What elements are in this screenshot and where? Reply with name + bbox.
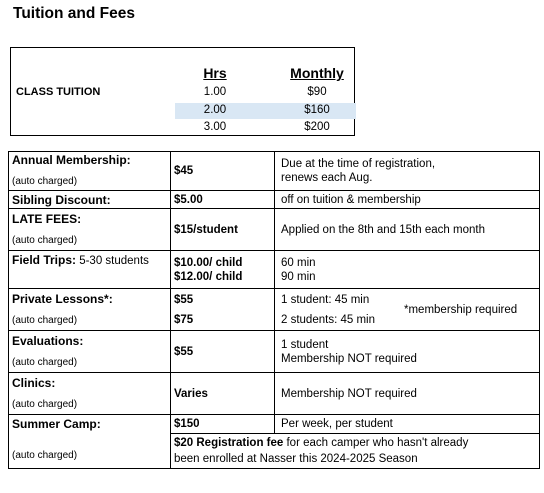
tuition-hrs: 3.00 [203,121,227,133]
fee-row-late-fees: LATE FEES: (auto charged) $15/student Ap… [8,208,540,251]
auto-charged-note: (auto charged) [12,176,78,187]
fee-amount: $55 [174,293,194,306]
fee-row-field-trips: Field Trips: 5-30 students $10.00/ child… [8,250,540,289]
auto-charged-note: (auto charged) [12,356,78,368]
fee-description: renews each Aug. [281,172,373,184]
class-tuition-label: CLASS TUITION [16,86,101,98]
fee-amount: $5.00 [170,190,275,209]
fee-row-sibling-discount: Sibling Discount: $5.00 off on tuition &… [8,190,540,209]
fee-amount: $12.00/ child [174,270,243,283]
fee-label: Sibling Discount: [12,192,111,207]
registration-fee: $20 Registration fee [174,437,284,449]
fee-description: Due at the time of registration, [281,158,436,170]
fee-amount: $15/student [170,208,275,251]
fee-description: 2 students: 45 min [281,313,375,326]
auto-charged-note: (auto charged) [12,398,78,410]
fee-row-private-lessons: Private Lessons*: (auto charged) $55 $75… [8,288,540,331]
fee-description: 90 min [281,270,316,283]
tuition-monthly: $90 [307,86,327,98]
fee-amount: $45 [170,151,275,191]
fee-label: Summer Camp: [12,417,101,431]
fee-row-summer-camp: Summer Camp: (auto charged) $150 Per wee… [8,414,540,469]
fee-amount: $150 [170,414,275,434]
fee-label: Evaluations: [12,333,84,348]
fee-description: 60 min [281,256,316,269]
class-tuition-box: CLASS TUITION Hrs Monthly 1.00 $90 2.00 … [10,47,356,136]
tuition-hrs: 1.00 [203,86,227,98]
tuition-monthly: $200 [304,121,330,133]
auto-charged-note: (auto charged) [12,234,78,246]
fee-description: off on tuition & membership [274,190,540,209]
fee-description: Membership NOT required [281,352,417,365]
tuition-row: 3.00 $200 [175,120,356,136]
fee-description: 1 student [281,338,329,351]
fee-label: Field Trips: [12,253,77,267]
fee-description: Applied on the 8th and 15th each month [274,208,540,251]
fee-description: Membership NOT required [274,372,540,415]
fee-label-detail: 5-30 students [76,255,149,267]
tuition-monthly: $160 [304,104,330,116]
fee-amount: $55 [170,330,275,373]
fee-amount: $10.00/ child [174,256,243,269]
auto-charged-note: (auto charged) [12,450,78,461]
fee-label: LATE FEES: [12,211,82,226]
fee-amount: Varies [170,372,275,415]
page-title: Tuition and Fees [13,5,135,22]
tuition-row-highlighted: 2.00 $160 [175,103,356,119]
monthly-header: Monthly [290,65,344,81]
fee-amount: $75 [174,313,194,326]
tuition-hrs: 2.00 [203,104,227,116]
fees-table: Annual Membership: (auto charged) $45 Du… [8,151,540,469]
hrs-header: Hrs [203,65,227,81]
tuition-row: 1.00 $90 [175,85,356,101]
fee-description: Per week, per student [274,414,540,434]
fee-row-clinics: Clinics: (auto charged) Varies Membershi… [8,372,540,415]
registration-fee-desc-line2: been enrolled at Nasser this 2024-2025 S… [174,453,418,465]
fee-description: 1 student: 45 min [281,293,370,306]
fee-row-annual-membership: Annual Membership: (auto charged) $45 Du… [8,151,540,191]
fee-label: Private Lessons*: [12,291,113,306]
registration-fee-desc: for each camper who hasn't already [283,437,469,449]
fee-label: Clinics: [12,375,56,390]
membership-required-note: *membership required [404,303,518,316]
fee-label: Annual Membership: [12,153,131,167]
fee-row-registration: $20 Registration fee for each camper who… [9,433,540,469]
fee-row-evaluations: Evaluations: (auto charged) $55 1 studen… [8,330,540,373]
auto-charged-note: (auto charged) [12,314,78,326]
